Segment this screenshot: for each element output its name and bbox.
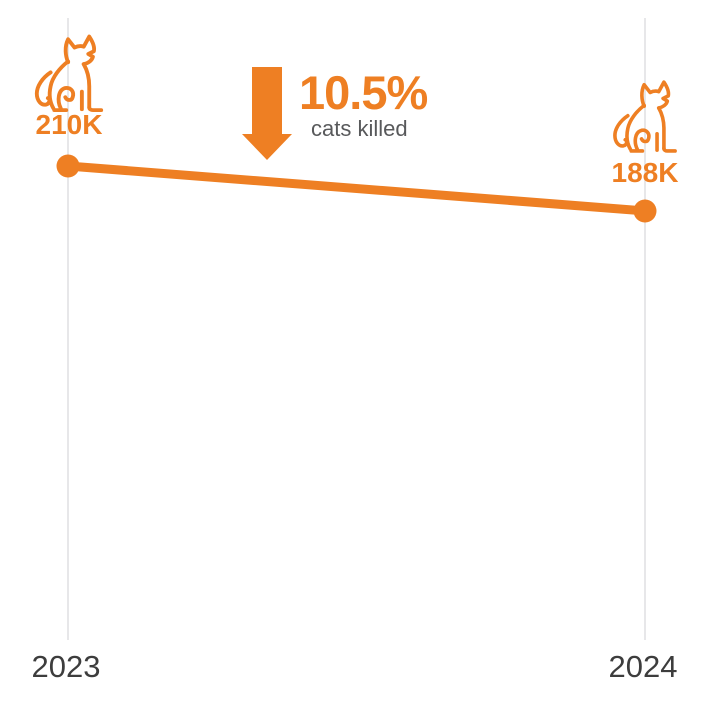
gridline-2024	[644, 18, 646, 640]
cat-icon-2023	[34, 34, 104, 113]
caption-label: cats killed	[311, 116, 408, 141]
cat-icon-2024	[613, 80, 677, 153]
value-label-2024: 188K	[611, 157, 679, 188]
down-arrow-icon	[242, 67, 292, 160]
value-label-2023: 210K	[35, 109, 103, 140]
data-point-2023	[56, 154, 80, 178]
axis-label-2024: 2024	[608, 649, 678, 684]
trend-line	[63, 161, 650, 216]
axis-label-2023: 2023	[31, 649, 101, 684]
gridline-2023	[67, 18, 69, 640]
data-point-2024	[633, 199, 657, 223]
percent-change-label: 10.5%	[299, 66, 428, 119]
